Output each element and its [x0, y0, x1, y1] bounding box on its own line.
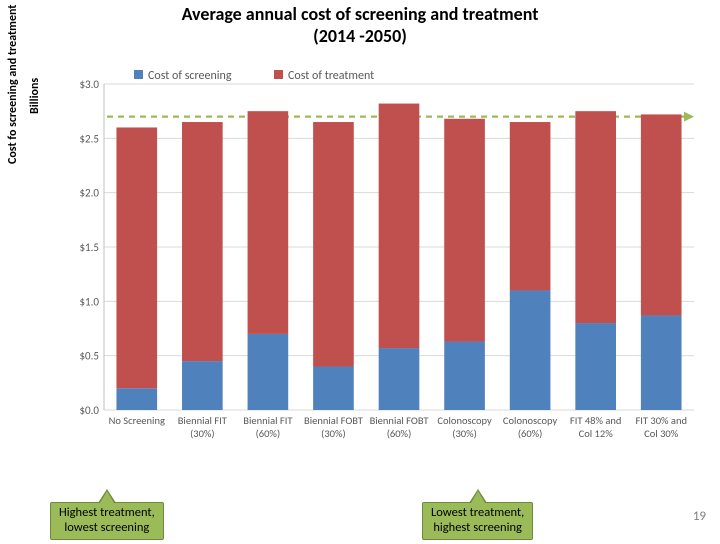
svg-text:$1.5: $1.5: [79, 241, 99, 254]
bar-segment: [248, 334, 289, 410]
bar-segment: [182, 122, 223, 361]
svg-text:(30%): (30%): [452, 427, 477, 440]
bar-segment: [510, 122, 551, 290]
svg-text:Cost of treatment: Cost of treatment: [288, 69, 374, 83]
callout-right-line2: highest screening: [433, 520, 522, 535]
svg-text:Col 30%: Col 30%: [644, 427, 679, 440]
bar-segment: [641, 114, 682, 315]
svg-text:(30%): (30%): [190, 427, 215, 440]
svg-text:$2.0: $2.0: [79, 187, 99, 200]
y-axis-label: Cost fo screening and treatment: [6, 5, 20, 164]
callout-arrow-icon: [469, 489, 487, 503]
svg-text:Cost of screening: Cost of screening: [148, 69, 232, 83]
callout-right: Lowest treatment, highest screening: [422, 502, 533, 540]
bar-segment: [575, 111, 616, 323]
bar-segment: [379, 104, 420, 349]
bar-segment: [510, 290, 551, 410]
svg-text:Colonoscopy: Colonoscopy: [503, 414, 558, 427]
svg-text:FIT 30% and: FIT 30% and: [635, 414, 687, 427]
svg-text:FIT 48% and: FIT 48% and: [570, 414, 622, 427]
svg-text:$1.0: $1.0: [79, 295, 99, 308]
callout-right-line1: Lowest treatment,: [431, 505, 524, 520]
title-line2: (2014 -2050): [313, 25, 407, 47]
callout-arrow-icon: [98, 489, 116, 503]
svg-text:Biennial FOBT: Biennial FOBT: [304, 414, 363, 427]
bar-segment: [444, 119, 485, 342]
bar-segment: [248, 111, 289, 334]
callout-left-line1: Highest treatment,: [59, 505, 155, 520]
svg-text:(60%): (60%): [387, 427, 412, 440]
callout-left: Highest treatment, lowest screening: [50, 502, 164, 540]
svg-text:Biennial FOBT: Biennial FOBT: [370, 414, 429, 427]
bar-segment: [116, 388, 157, 410]
svg-text:Biennial FIT: Biennial FIT: [243, 414, 292, 427]
svg-text:(30%): (30%): [321, 427, 346, 440]
svg-text:$0.5: $0.5: [79, 350, 99, 363]
title-line1: Average annual cost of screening and tre…: [182, 3, 539, 25]
svg-text:Col 12%: Col 12%: [579, 427, 614, 440]
chart-area: $0.0 $0.5 $1.0 $1.5 $2.0 $2.5 $3.0 No Screening…: [64, 62, 700, 450]
chart-svg: $0.0 $0.5 $1.0 $1.5 $2.0 $2.5 $3.0 No Screening…: [64, 62, 700, 450]
svg-text:No Screening: No Screening: [109, 414, 165, 427]
svg-text:Colonoscopy: Colonoscopy: [437, 414, 492, 427]
bar-segment: [641, 315, 682, 410]
svg-text:$2.5: $2.5: [79, 132, 99, 145]
chart-title: Average annual cost of screening and tre…: [0, 4, 720, 47]
bar-segment: [379, 348, 420, 410]
svg-text:Biennial FIT: Biennial FIT: [178, 414, 227, 427]
legend: Cost of screening Cost of treatment: [134, 69, 374, 83]
y-axis-unit-label: Billions: [28, 78, 42, 114]
svg-text:$3.0: $3.0: [79, 78, 99, 91]
bar-segment: [313, 367, 354, 410]
bar-segment: [444, 342, 485, 410]
svg-text:(60%): (60%): [518, 427, 543, 440]
page-number: 19: [693, 509, 706, 524]
bar-segment: [116, 127, 157, 388]
bar-segment: [575, 323, 616, 410]
callout-left-line2: lowest screening: [64, 520, 149, 535]
bar-segment: [313, 122, 354, 367]
bar-segment: [182, 361, 223, 410]
svg-text:$0.0: $0.0: [79, 404, 99, 417]
svg-text:(60%): (60%): [256, 427, 281, 440]
